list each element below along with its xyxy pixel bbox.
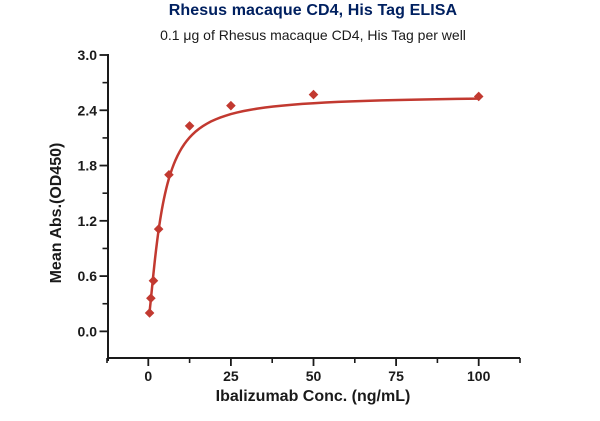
data-point: [153, 224, 164, 234]
y-tick-label: 1.2: [78, 213, 98, 229]
data-point: [164, 169, 174, 180]
x-tick-label: 100: [467, 368, 491, 384]
data-point: [146, 293, 156, 303]
data-point: [144, 308, 155, 318]
chart-subtitle: 0.1 μg of Rhesus macaque CD4, His Tag pe…: [160, 27, 466, 43]
y-tick-label: 1.8: [78, 158, 98, 174]
x-tick-label: 50: [306, 368, 322, 384]
y-tick-label: 2.4: [78, 102, 98, 118]
x-tick-label: 25: [223, 368, 239, 384]
x-tick-label: 0: [144, 368, 152, 384]
data-point: [148, 275, 159, 286]
data-point: [226, 100, 236, 111]
y-tick-label: 0.6: [78, 268, 98, 284]
chart-title: Rhesus macaque CD4, His Tag ELISA: [168, 2, 458, 19]
y-tick-label: 3.0: [78, 47, 98, 63]
data-point: [308, 89, 319, 100]
data-point: [473, 91, 484, 102]
y-tick-label: 0.0: [78, 323, 98, 339]
data-point: [184, 121, 195, 131]
x-tick-label: 75: [388, 368, 404, 384]
fit-curve: [148, 97, 480, 313]
x-axis-label: Ibalizumab Conc. (ng/mL): [215, 388, 411, 405]
